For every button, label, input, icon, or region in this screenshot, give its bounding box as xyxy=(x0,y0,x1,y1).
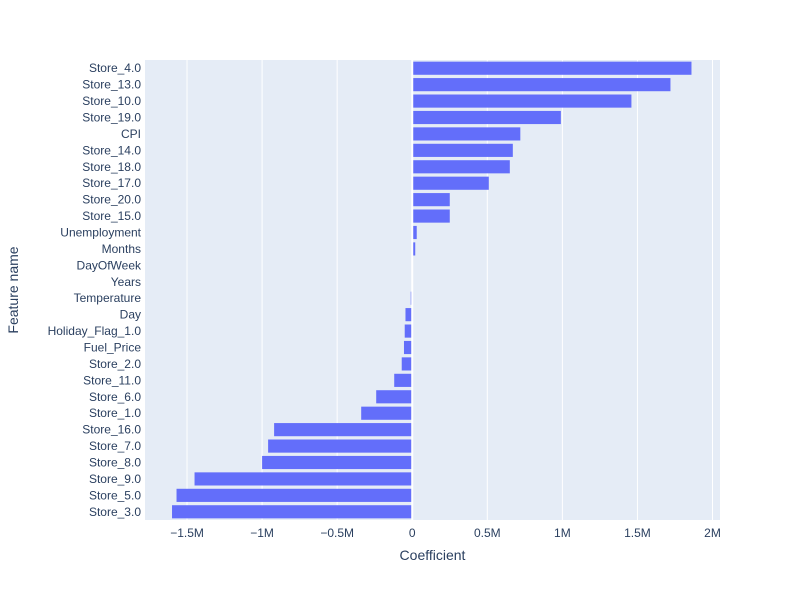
bar xyxy=(376,390,413,404)
y-tick-label: Store_2.0 xyxy=(89,357,141,371)
bar xyxy=(404,324,413,338)
y-tick-label: Store_14.0 xyxy=(82,143,141,157)
bar xyxy=(412,176,489,190)
y-tick-labels: Store_4.0 Store_13.0 Store_10.0 Store_19.0 C… xyxy=(48,61,142,519)
y-tick-label: Temperature xyxy=(74,291,142,305)
bar xyxy=(412,110,561,125)
y-tick-label: Store_15.0 xyxy=(82,209,141,223)
bar xyxy=(176,488,413,502)
y-axis-title: Feature name xyxy=(5,246,21,333)
y-tick-label: Store_19.0 xyxy=(82,111,141,125)
y-tick-label: DayOfWeek xyxy=(77,258,142,272)
bar xyxy=(412,143,513,157)
y-tick-label: Store_16.0 xyxy=(82,423,141,437)
x-tick-label: −1M xyxy=(250,526,274,540)
y-tick-label: Fuel_Price xyxy=(84,341,142,355)
bar xyxy=(262,455,413,470)
bar xyxy=(412,242,416,256)
bar xyxy=(172,505,413,519)
y-tick-label: Months xyxy=(102,242,141,256)
bar xyxy=(412,61,692,75)
bar xyxy=(412,127,521,141)
y-tick-label: Store_7.0 xyxy=(89,439,141,453)
bar xyxy=(194,472,413,486)
x-tick-label: −0.5M xyxy=(320,526,354,540)
bar xyxy=(361,406,413,420)
y-tick-label: Holiday_Flag_1.0 xyxy=(48,324,142,338)
bar xyxy=(274,423,413,437)
bar xyxy=(401,357,413,371)
y-tick-label: Store_17.0 xyxy=(82,176,141,190)
y-tick-label: Store_10.0 xyxy=(82,94,141,108)
y-tick-label: Store_1.0 xyxy=(89,406,141,420)
x-tick-label: 0 xyxy=(409,526,416,540)
bar xyxy=(412,78,671,92)
bars xyxy=(172,61,692,519)
bar xyxy=(412,193,450,207)
y-tick-label: Store_11.0 xyxy=(83,373,141,387)
y-tick-label: Store_6.0 xyxy=(89,390,141,404)
bar xyxy=(412,209,450,223)
y-tick-label: Unemployment xyxy=(60,226,141,240)
y-tick-label: Store_20.0 xyxy=(82,193,141,207)
y-tick-label: Store_18.0 xyxy=(82,160,141,174)
y-tick-label: Day xyxy=(120,308,141,322)
bar xyxy=(268,439,413,453)
y-tick-label: Store_4.0 xyxy=(89,61,141,75)
bar xyxy=(412,160,510,174)
y-tick-label: Store_3.0 xyxy=(89,505,141,519)
y-tick-label: Years xyxy=(111,275,141,289)
x-tick-labels: −1.5M −1M −0.5M 0 0.5M 1M 1.5M 2M xyxy=(170,526,721,540)
x-tick-label: 1M xyxy=(554,526,571,540)
y-tick-label: Store_13.0 xyxy=(82,78,141,92)
x-tick-label: 1.5M xyxy=(624,526,651,540)
x-tick-label: 2M xyxy=(704,526,721,540)
bar xyxy=(403,340,413,355)
y-tick-label: Store_9.0 xyxy=(89,472,141,486)
y-tick-label: CPI xyxy=(121,127,141,141)
x-tick-label: 0.5M xyxy=(474,526,501,540)
x-axis-title: Coefficient xyxy=(400,547,466,563)
bar xyxy=(405,308,413,322)
y-tick-label: Store_8.0 xyxy=(89,456,141,470)
bar xyxy=(412,94,632,108)
x-tick-label: −1.5M xyxy=(170,526,204,540)
y-tick-label: Store_5.0 xyxy=(89,488,141,502)
bar xyxy=(394,373,413,387)
bar xyxy=(412,225,417,240)
